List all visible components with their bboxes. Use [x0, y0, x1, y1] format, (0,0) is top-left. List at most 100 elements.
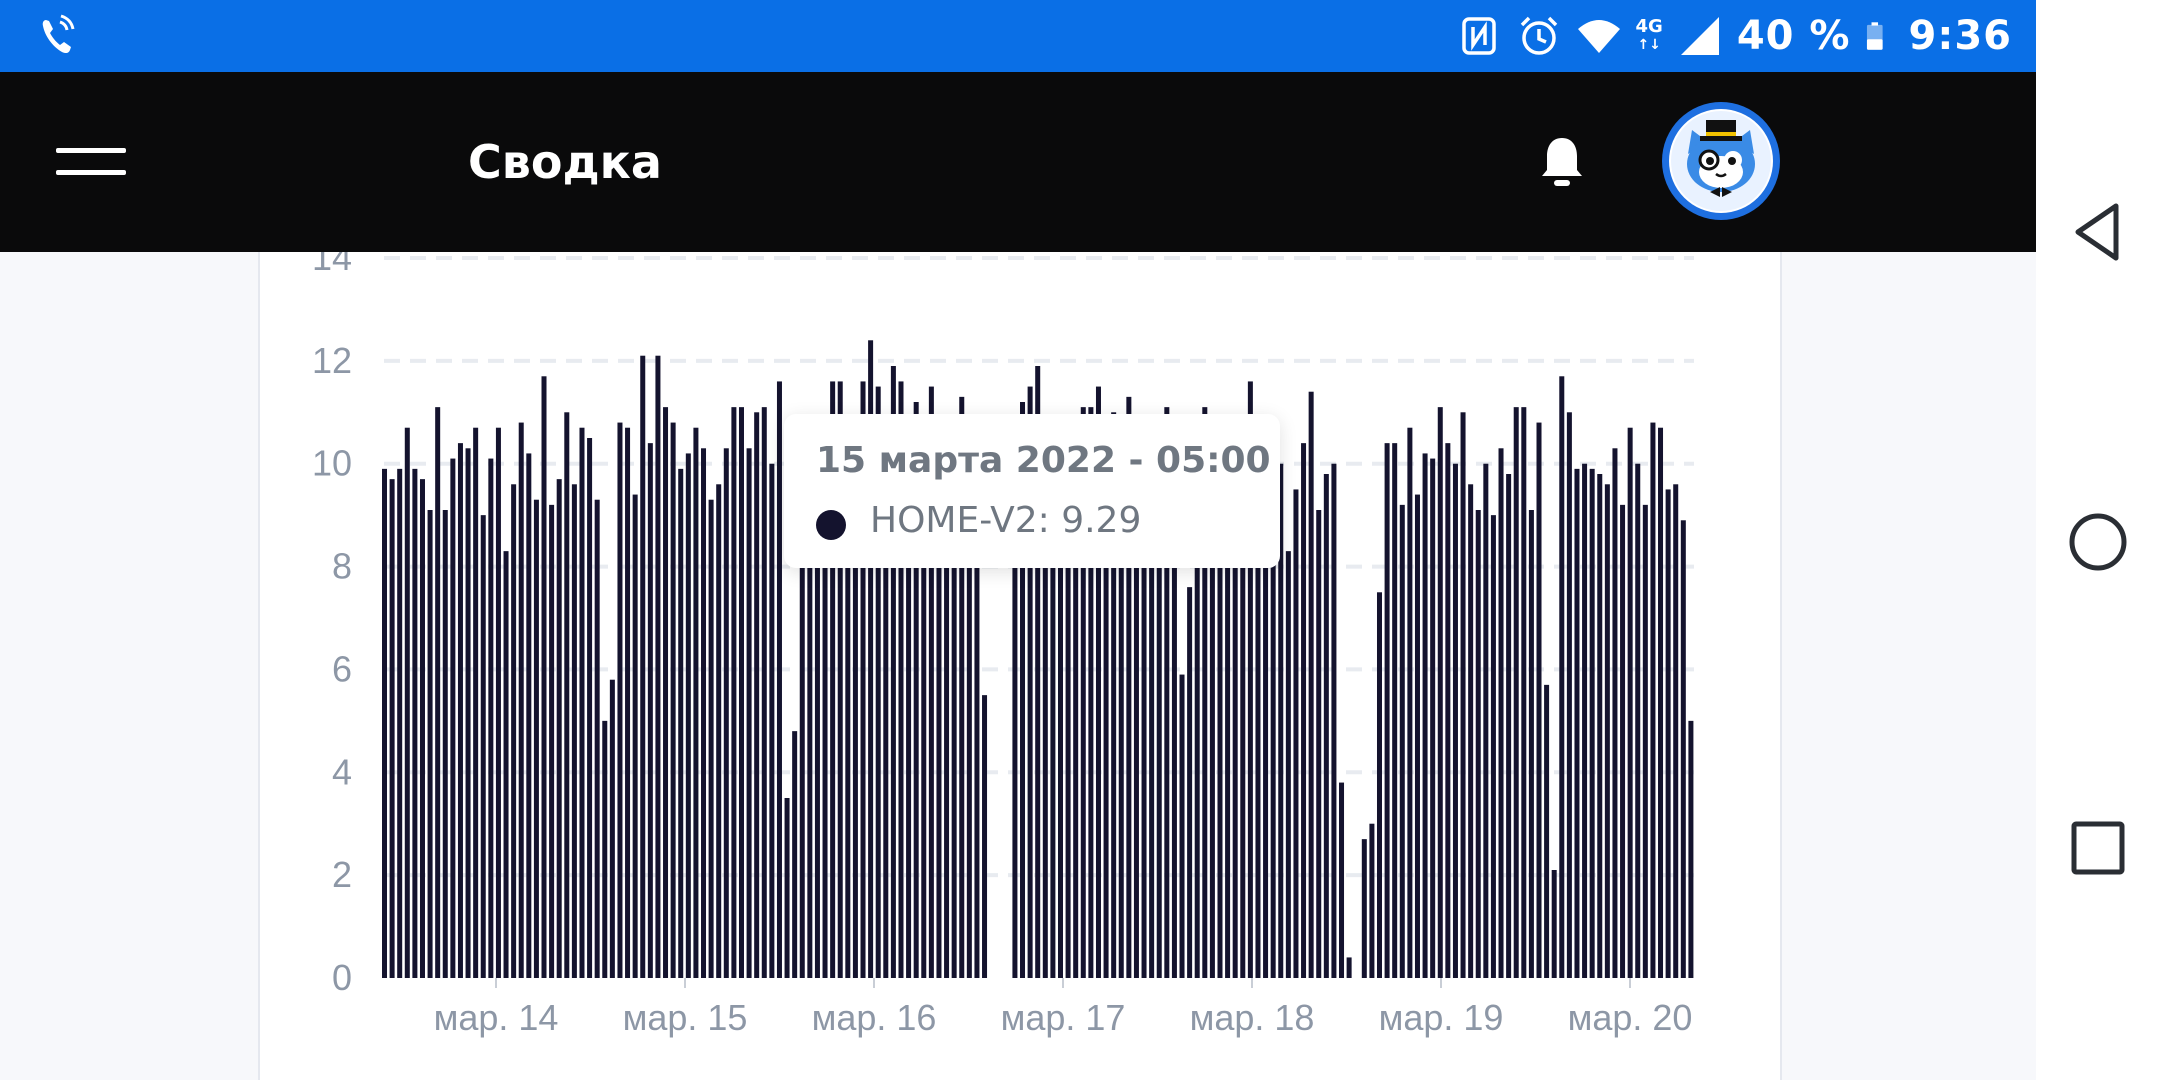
bar[interactable] — [807, 489, 813, 978]
bar[interactable] — [1513, 407, 1519, 978]
bar[interactable] — [564, 412, 570, 978]
bar[interactable] — [792, 731, 798, 978]
bar[interactable] — [1316, 510, 1322, 978]
bar[interactable] — [1050, 422, 1056, 978]
avatar[interactable] — [1662, 102, 1780, 220]
bar[interactable] — [708, 499, 714, 978]
bar[interactable] — [1528, 510, 1534, 978]
bar[interactable] — [1551, 870, 1557, 978]
bar[interactable] — [701, 448, 707, 978]
bar[interactable] — [1323, 474, 1329, 978]
bar[interactable] — [875, 386, 881, 978]
bar[interactable] — [1035, 366, 1041, 978]
bar[interactable] — [723, 448, 729, 978]
bar[interactable] — [1430, 458, 1436, 978]
bar[interactable] — [860, 381, 866, 978]
bar[interactable] — [647, 443, 653, 978]
bar[interactable] — [1149, 479, 1155, 978]
bar[interactable] — [1642, 504, 1648, 978]
bar[interactable] — [1460, 412, 1466, 978]
bar[interactable] — [1042, 448, 1048, 978]
bar[interactable] — [716, 484, 722, 978]
bar[interactable] — [389, 479, 395, 978]
bar[interactable] — [397, 468, 403, 978]
bar[interactable] — [784, 798, 790, 978]
bar[interactable] — [678, 468, 684, 978]
bar[interactable] — [1475, 510, 1481, 978]
bar[interactable] — [1635, 463, 1641, 978]
bar[interactable] — [1376, 592, 1382, 978]
bar[interactable] — [587, 438, 593, 978]
bar[interactable] — [1384, 443, 1390, 978]
bar[interactable] — [731, 407, 737, 978]
bar[interactable] — [906, 443, 912, 978]
bar[interactable] — [1027, 386, 1033, 978]
bar[interactable] — [685, 453, 691, 978]
bar[interactable] — [1225, 417, 1231, 978]
bar[interactable] — [1240, 463, 1246, 978]
bar[interactable] — [1232, 458, 1238, 978]
bar[interactable] — [1536, 422, 1542, 978]
bar[interactable] — [457, 443, 463, 978]
bar[interactable] — [1688, 720, 1694, 978]
bar[interactable] — [450, 458, 456, 978]
bar[interactable] — [1627, 427, 1633, 978]
bar[interactable] — [799, 474, 805, 978]
bar[interactable] — [951, 422, 957, 978]
bar[interactable] — [1247, 381, 1253, 978]
bar[interactable] — [1422, 453, 1428, 978]
bar[interactable] — [1012, 468, 1018, 978]
bar[interactable] — [769, 463, 775, 978]
bar[interactable] — [670, 422, 676, 978]
bar[interactable] — [1407, 427, 1413, 978]
bar[interactable] — [1414, 494, 1420, 978]
bar[interactable] — [1680, 520, 1686, 978]
bar[interactable] — [845, 448, 851, 978]
bar[interactable] — [776, 381, 782, 978]
bar[interactable] — [868, 340, 874, 978]
bar[interactable] — [966, 422, 972, 978]
bar[interactable] — [1179, 674, 1185, 978]
bar[interactable] — [1095, 386, 1101, 978]
bar[interactable] — [693, 427, 699, 978]
home-icon[interactable] — [2036, 482, 2160, 602]
bar[interactable] — [1209, 453, 1215, 978]
bar[interactable] — [1133, 463, 1139, 978]
bar[interactable] — [1604, 484, 1610, 978]
bar[interactable] — [1658, 427, 1664, 978]
bar[interactable] — [1437, 407, 1443, 978]
bar[interactable] — [1490, 515, 1496, 978]
bar[interactable] — [830, 381, 836, 978]
bar[interactable] — [936, 438, 942, 978]
bar[interactable] — [921, 448, 927, 978]
bar[interactable] — [427, 510, 433, 978]
bar[interactable] — [1126, 396, 1132, 978]
bar[interactable] — [761, 407, 767, 978]
bar[interactable] — [738, 407, 744, 978]
bar[interactable] — [1111, 412, 1117, 978]
bar[interactable] — [1544, 684, 1550, 978]
bar[interactable] — [465, 448, 471, 978]
bar[interactable] — [1399, 504, 1405, 978]
bar[interactable] — [1202, 407, 1208, 978]
bar[interactable] — [928, 386, 934, 978]
bar[interactable] — [435, 407, 441, 978]
bar[interactable] — [412, 468, 418, 978]
bar[interactable] — [495, 427, 501, 978]
bar[interactable] — [1285, 551, 1291, 978]
bar[interactable] — [1452, 463, 1458, 978]
bar[interactable] — [1559, 376, 1565, 978]
bar[interactable] — [1574, 468, 1580, 978]
bar[interactable] — [1171, 540, 1177, 978]
bar[interactable] — [1468, 484, 1474, 978]
bell-icon[interactable] — [1532, 132, 1592, 192]
bar[interactable] — [1073, 510, 1079, 978]
bar[interactable] — [1498, 448, 1504, 978]
bar[interactable] — [419, 479, 425, 978]
recents-icon[interactable] — [2036, 788, 2160, 908]
bar[interactable] — [1164, 407, 1170, 978]
bar[interactable] — [549, 504, 555, 978]
bar[interactable] — [1080, 407, 1086, 978]
bar[interactable] — [1589, 468, 1595, 978]
bar[interactable] — [571, 484, 577, 978]
